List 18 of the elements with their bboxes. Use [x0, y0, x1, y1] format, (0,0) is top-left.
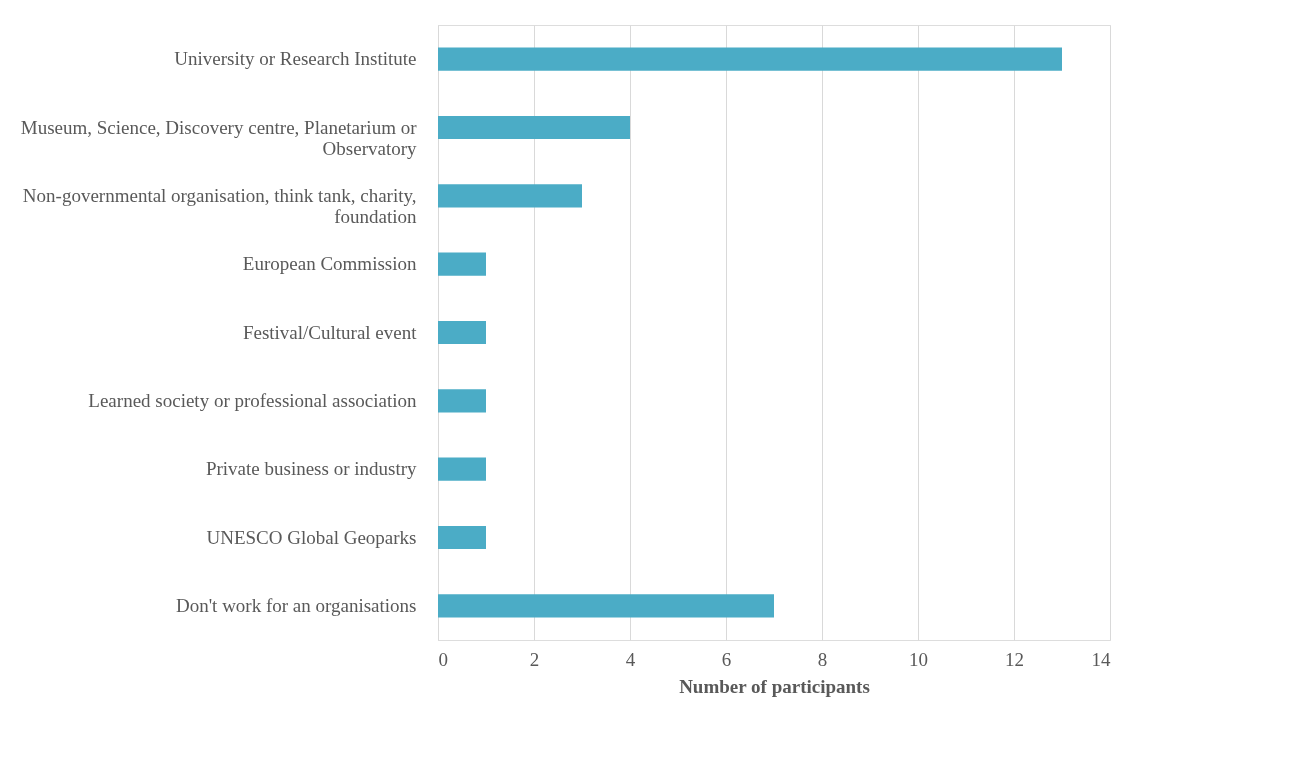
y-tick-label: Don't work for an organisations [175, 594, 417, 616]
x-tick-label: 6 [721, 648, 732, 670]
y-tick-label: Private business or industry [205, 458, 417, 480]
y-tick-label: Festival/Cultural event [242, 321, 418, 343]
x-tick-label: 4 [625, 648, 636, 670]
x-tick-label: 8 [817, 648, 828, 670]
y-tick-label: University or Research Institute [174, 48, 417, 70]
y-tick-label: European Commission [242, 253, 417, 275]
y-tick-label: Museum, Science, Discovery centre, Planetarium or Observatory [20, 116, 418, 159]
x-axis-title: Number of participants [679, 675, 870, 697]
x-tick-label: 2 [529, 648, 540, 670]
x-tick-label: 14 [1091, 648, 1111, 670]
y-tick-label: Non-governmental organisation, think tank, charity, foundation [22, 184, 417, 227]
x-tick-label: 10 [909, 648, 928, 670]
x-tick-label: 0 [438, 648, 448, 670]
y-tick-label: Learned society or professional association [88, 389, 417, 411]
y-tick-label: UNESCO Global Geoparks [206, 526, 417, 548]
x-tick-label: 12 [1005, 648, 1024, 670]
